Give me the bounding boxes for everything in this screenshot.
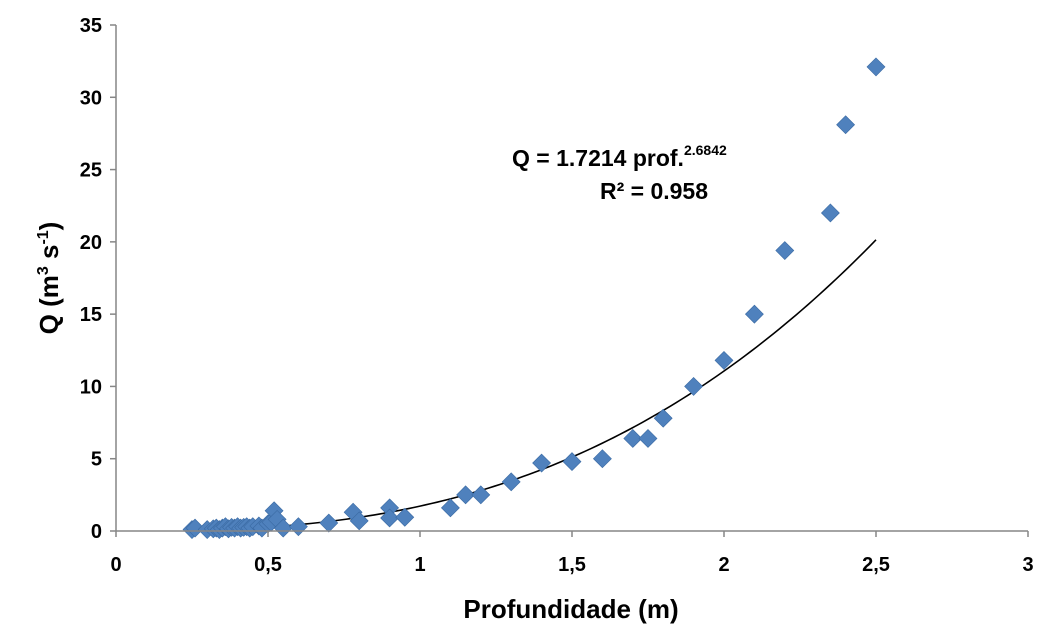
data-point bbox=[532, 453, 552, 473]
x-axis-title: Profundidade (m) bbox=[463, 594, 678, 624]
data-point bbox=[185, 518, 205, 538]
y-tick-label: 15 bbox=[80, 304, 102, 326]
power-trendline bbox=[191, 239, 877, 532]
data-point bbox=[288, 517, 308, 537]
x-tick-label: 0 bbox=[110, 554, 121, 576]
data-point bbox=[380, 508, 400, 528]
data-point bbox=[440, 498, 460, 518]
equation-text: Q = 1.7214 prof. bbox=[512, 145, 684, 171]
data-point bbox=[866, 57, 886, 77]
data-point bbox=[395, 507, 415, 527]
data-point bbox=[471, 485, 491, 505]
data-point bbox=[592, 449, 612, 469]
data-point bbox=[638, 429, 658, 448]
x-tick-label: 1 bbox=[414, 554, 425, 576]
y-tick-label: 25 bbox=[80, 160, 102, 182]
x-tick-label: 2,5 bbox=[862, 554, 890, 576]
data-point bbox=[562, 452, 582, 472]
y-tick-label: 10 bbox=[80, 376, 102, 398]
x-tick-label: 2 bbox=[718, 554, 729, 576]
x-tick-label: 1,5 bbox=[558, 554, 586, 576]
y-tick-label: 30 bbox=[80, 87, 102, 109]
data-point bbox=[775, 241, 795, 260]
trendline-equation: Q = 1.7214 prof.2.6842 bbox=[512, 142, 727, 171]
y-tick-label: 35 bbox=[80, 15, 102, 37]
equation-exponent: 2.6842 bbox=[684, 142, 727, 158]
data-point bbox=[714, 350, 734, 370]
y-axis-title: Q (m3 s-1) bbox=[34, 222, 64, 335]
data-point bbox=[273, 518, 293, 538]
data-point bbox=[319, 513, 339, 533]
data-point bbox=[744, 304, 764, 324]
x-tick-label: 0,5 bbox=[254, 554, 282, 576]
data-point bbox=[820, 203, 840, 223]
data-point bbox=[836, 115, 856, 135]
y-tick-label: 5 bbox=[91, 449, 102, 471]
data-point bbox=[456, 485, 476, 505]
data-point bbox=[684, 377, 704, 396]
y-tick-label: 20 bbox=[80, 232, 102, 254]
data-point bbox=[349, 511, 369, 531]
data-point bbox=[653, 408, 673, 428]
y-tick-label: 0 bbox=[91, 521, 102, 543]
data-point bbox=[501, 472, 521, 492]
r-squared-label: R² = 0.958 bbox=[600, 178, 708, 204]
data-points-layer bbox=[182, 57, 886, 539]
data-point bbox=[623, 429, 643, 448]
x-tick-label: 3 bbox=[1022, 554, 1033, 576]
trendline-layer bbox=[191, 239, 877, 532]
